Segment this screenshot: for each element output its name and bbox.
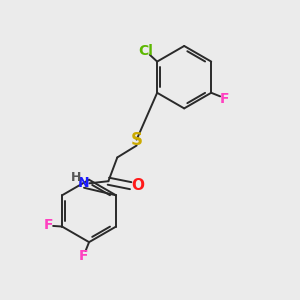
Text: H: H — [70, 171, 81, 184]
Text: N: N — [78, 176, 90, 190]
Text: F: F — [220, 92, 229, 106]
Text: O: O — [132, 178, 145, 193]
Text: S: S — [130, 130, 142, 148]
Text: F: F — [78, 248, 88, 262]
Text: F: F — [44, 218, 53, 232]
Text: Cl: Cl — [138, 44, 153, 58]
